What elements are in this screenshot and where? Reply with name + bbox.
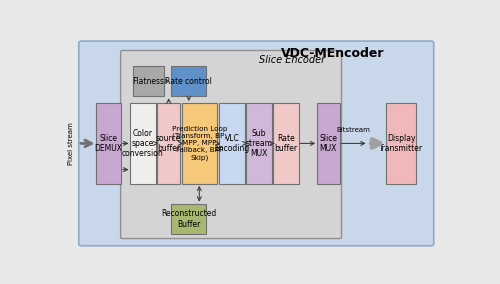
FancyBboxPatch shape bbox=[130, 103, 156, 184]
FancyBboxPatch shape bbox=[386, 103, 416, 184]
FancyBboxPatch shape bbox=[219, 103, 244, 184]
FancyBboxPatch shape bbox=[182, 103, 216, 184]
Text: Slice
DEMUX: Slice DEMUX bbox=[94, 134, 122, 153]
Text: Bitstream: Bitstream bbox=[336, 127, 370, 133]
Text: Rate
buffer: Rate buffer bbox=[274, 134, 297, 153]
FancyBboxPatch shape bbox=[246, 103, 272, 184]
FancyBboxPatch shape bbox=[96, 103, 122, 184]
FancyBboxPatch shape bbox=[274, 103, 299, 184]
FancyBboxPatch shape bbox=[120, 51, 342, 239]
Text: Color
space
conversion: Color space conversion bbox=[122, 129, 164, 158]
FancyBboxPatch shape bbox=[79, 41, 434, 246]
FancyBboxPatch shape bbox=[157, 103, 180, 184]
Text: Display
Transmitter: Display Transmitter bbox=[379, 134, 423, 153]
Text: Reconstructed
Buffer: Reconstructed Buffer bbox=[161, 209, 216, 229]
FancyBboxPatch shape bbox=[132, 66, 164, 96]
Text: VDC-MEncoder: VDC-MEncoder bbox=[281, 47, 384, 60]
FancyBboxPatch shape bbox=[172, 204, 206, 234]
Text: Slice
MUX: Slice MUX bbox=[320, 134, 338, 153]
FancyBboxPatch shape bbox=[172, 66, 206, 96]
Text: Sub
stream
MUX: Sub stream MUX bbox=[246, 129, 272, 158]
Text: source
buffer: source buffer bbox=[156, 134, 182, 153]
Text: Prediction Loop
(Transform, BP,
MPP, MPP
Fallback, BPP
Skip): Prediction Loop (Transform, BP, MPP, MPP… bbox=[172, 126, 227, 161]
Text: Flatness: Flatness bbox=[132, 77, 164, 85]
Text: Rate control: Rate control bbox=[166, 77, 212, 85]
FancyBboxPatch shape bbox=[316, 103, 340, 184]
Text: Pixel stream: Pixel stream bbox=[68, 122, 74, 165]
Text: VLC
Encoding: VLC Encoding bbox=[214, 134, 250, 153]
Text: Slice Encoder: Slice Encoder bbox=[259, 55, 325, 65]
